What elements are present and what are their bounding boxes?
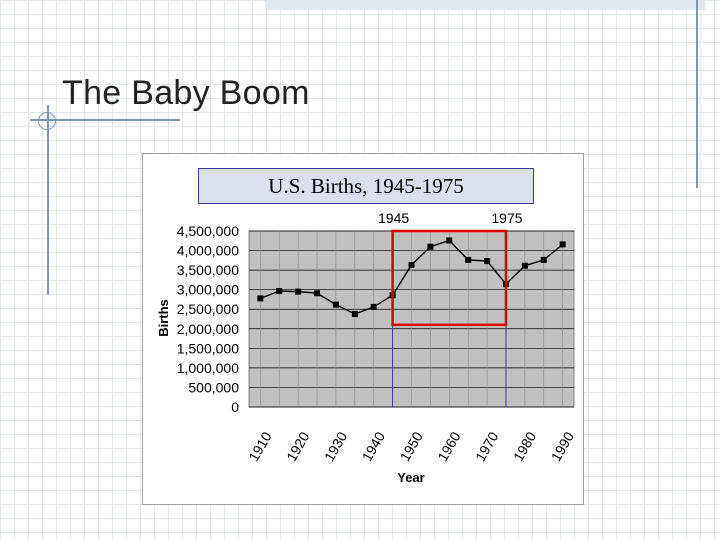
x-tick-label: 1980 bbox=[510, 429, 540, 464]
chart-title: U.S. Births, 1945-1975 bbox=[198, 168, 534, 204]
year-annotation: 1975 bbox=[491, 210, 522, 226]
y-tick-label: 3,500,000 bbox=[177, 262, 239, 278]
y-tick-label: 3,000,000 bbox=[177, 282, 239, 298]
y-tick-label: 1,500,000 bbox=[177, 340, 239, 356]
x-tick-label: 1960 bbox=[434, 429, 464, 464]
data-point bbox=[351, 311, 358, 318]
data-point bbox=[295, 288, 302, 295]
decorative-right-line bbox=[696, 0, 698, 188]
x-tick-label: 1990 bbox=[548, 429, 578, 464]
data-point bbox=[370, 303, 377, 310]
y-tick-label: 2,000,000 bbox=[177, 321, 239, 337]
baby-boom-highlight-box bbox=[391, 229, 508, 327]
data-point bbox=[540, 256, 547, 263]
decorative-corner-circle bbox=[38, 112, 56, 130]
y-axis-title: Births bbox=[156, 299, 171, 337]
decorative-corner-line-vertical bbox=[47, 105, 49, 295]
decorative-top-bar bbox=[265, 0, 705, 10]
x-tick-label: 1950 bbox=[396, 429, 426, 464]
y-tick-label: 2,500,000 bbox=[177, 301, 239, 317]
x-tick-label: 1930 bbox=[321, 429, 351, 464]
y-tick-label: 4,000,000 bbox=[177, 243, 239, 259]
x-tick-label: 1970 bbox=[472, 429, 502, 464]
x-axis-title: Year bbox=[397, 470, 424, 485]
y-tick-label: 4,500,000 bbox=[177, 223, 239, 239]
data-point bbox=[332, 301, 339, 308]
data-point bbox=[521, 262, 528, 269]
decorative-corner-line-horizontal bbox=[30, 119, 180, 121]
data-point bbox=[559, 241, 566, 248]
data-point bbox=[427, 243, 434, 250]
data-point bbox=[484, 258, 491, 265]
y-tick-label: 500,000 bbox=[188, 379, 239, 395]
x-tick-label: 1910 bbox=[245, 429, 275, 464]
data-point bbox=[276, 288, 283, 295]
data-point bbox=[257, 295, 264, 302]
y-tick-label: 0 bbox=[231, 399, 239, 415]
slide-title: The Baby Boom bbox=[62, 74, 310, 112]
data-point bbox=[465, 256, 472, 263]
data-point bbox=[314, 290, 321, 297]
x-tick-label: 1940 bbox=[359, 429, 389, 464]
y-tick-label: 1,000,000 bbox=[177, 360, 239, 376]
data-point bbox=[446, 237, 453, 244]
data-point bbox=[408, 261, 415, 268]
year-annotation: 1945 bbox=[378, 210, 409, 226]
x-tick-label: 1920 bbox=[283, 429, 313, 464]
